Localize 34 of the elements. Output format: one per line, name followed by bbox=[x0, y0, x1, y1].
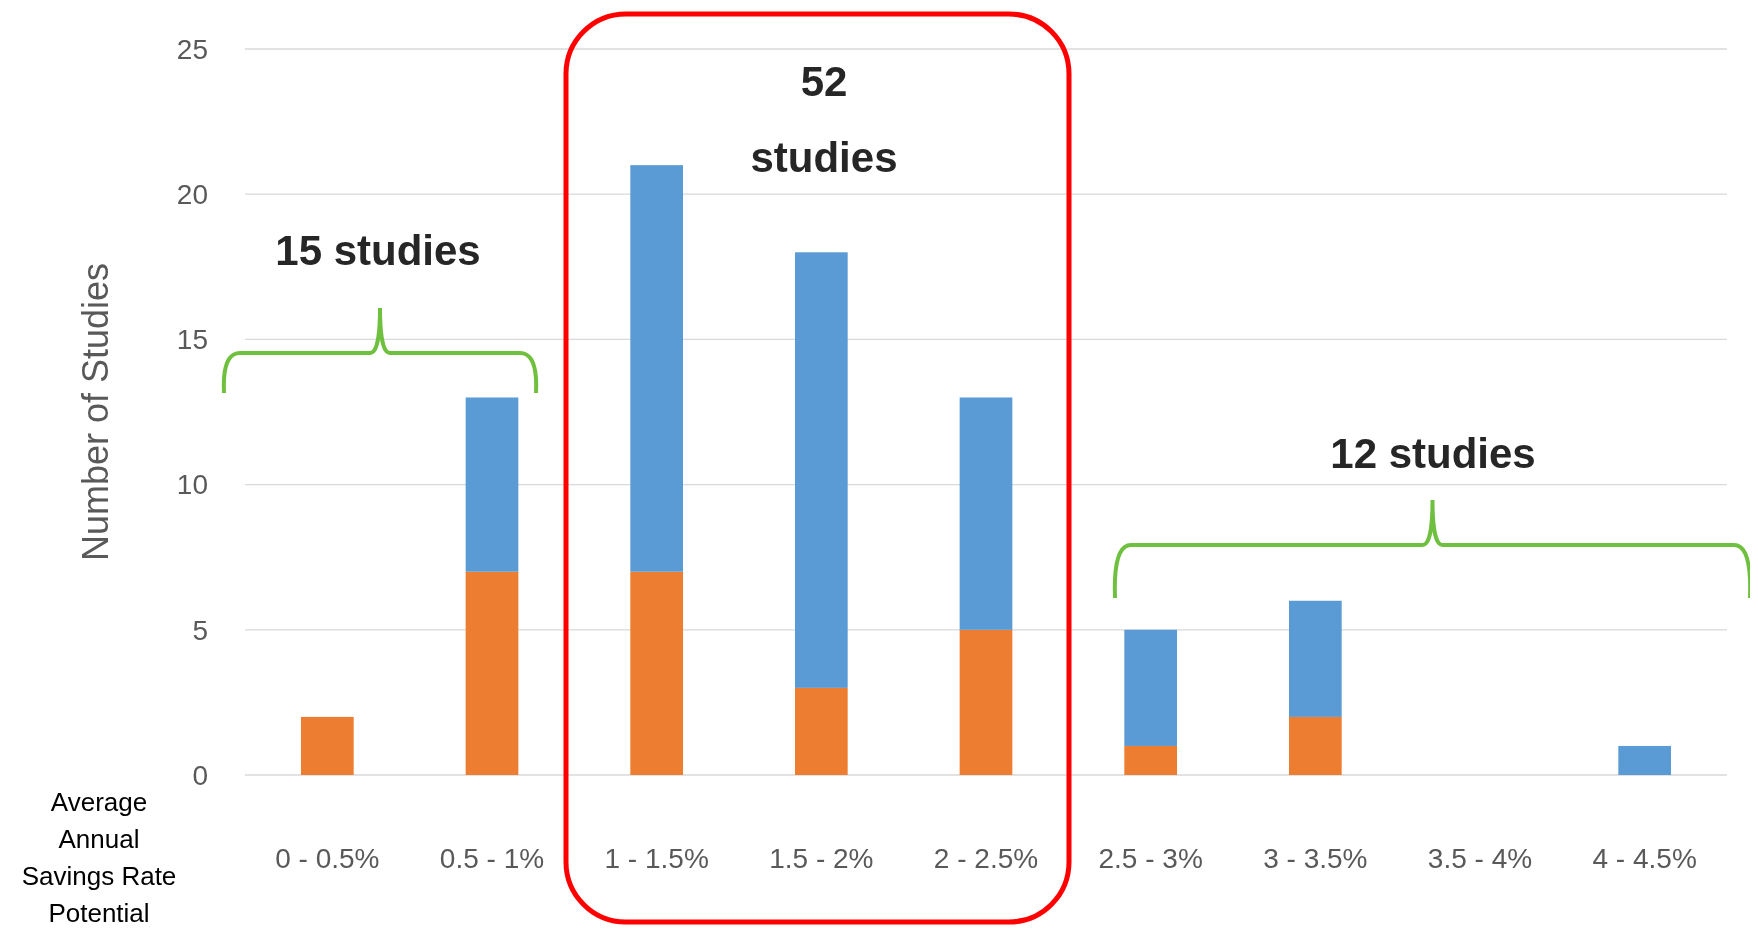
bar bbox=[630, 165, 684, 572]
bar bbox=[1124, 745, 1178, 775]
x-axis-title: Average Annual Savings Rate Potential bbox=[21, 787, 177, 928]
bar bbox=[794, 252, 848, 688]
annotation: 12 studies bbox=[1330, 430, 1536, 477]
x-tick-label: 2 - 2.5% bbox=[933, 843, 1039, 874]
y-tick-label: 5 bbox=[192, 614, 208, 646]
bar bbox=[959, 629, 1013, 775]
x-tick-label: 3.5 - 4% bbox=[1427, 843, 1533, 874]
x-tick-label: 4 - 4.5% bbox=[1592, 843, 1697, 874]
bar bbox=[1618, 745, 1672, 775]
bar bbox=[1288, 600, 1342, 717]
bar bbox=[630, 571, 684, 775]
x-tick-label: 2.5 - 3% bbox=[1098, 843, 1203, 874]
annotation: 52 studies bbox=[750, 58, 898, 181]
annotation: 15 studies bbox=[275, 227, 481, 274]
x-tick-label: 0 - 0.5% bbox=[275, 843, 380, 874]
bar bbox=[794, 687, 848, 775]
y-tick-label: 15 bbox=[176, 324, 208, 356]
y-axis-title: Number of Studies bbox=[75, 262, 116, 562]
bar bbox=[300, 716, 354, 775]
y-tick-label: 0 bbox=[192, 759, 208, 791]
y-tick-label: 10 bbox=[176, 469, 208, 501]
bar bbox=[1124, 629, 1178, 746]
y-tick-label: 25 bbox=[176, 33, 208, 65]
y-tick-label: 20 bbox=[176, 179, 208, 210]
bar bbox=[465, 397, 519, 572]
bar bbox=[959, 397, 1013, 630]
bar bbox=[465, 571, 519, 775]
x-tick-label: 3 - 3.5% bbox=[1263, 843, 1368, 874]
x-tick-label: 1.5 - 2% bbox=[769, 843, 874, 874]
x-tick-label: 0.5 - 1% bbox=[439, 843, 545, 874]
x-tick-label: 1 - 1.5% bbox=[604, 843, 709, 874]
bar bbox=[1288, 716, 1342, 775]
